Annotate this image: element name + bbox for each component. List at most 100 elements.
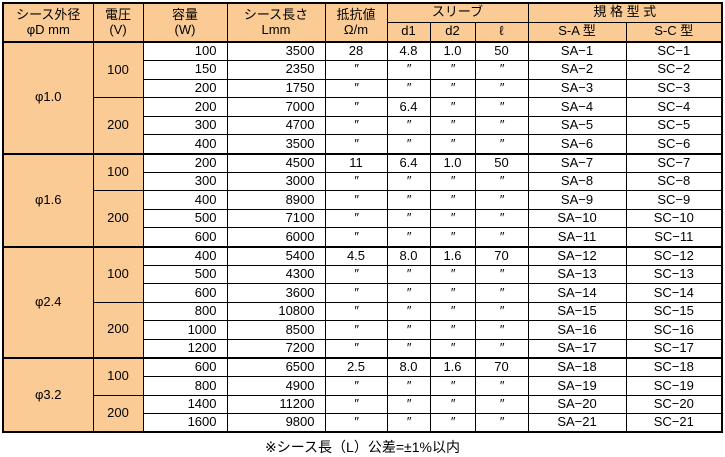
sleeve-d1-cell: ″ — [386, 301, 431, 322]
table-row: φ1.0 100 100 3500 28 4.8 1.0 50 SA−1 SC−1 — [2, 41, 723, 155]
sa-model-cell: SA−1 — [527, 41, 627, 62]
col-header-capacity: 容量 (W) — [142, 2, 228, 43]
sa-model-cell: SA−4 — [527, 97, 627, 117]
capacity-cell: 400 — [142, 190, 228, 210]
col-header-sc-type: S-C 型 — [625, 21, 723, 43]
sheath-od-cell: φ3.2 — [2, 357, 94, 433]
capacity-cell: 500 — [142, 208, 228, 229]
sc-model-cell: SC−15 — [625, 301, 723, 322]
voltage-cell: 200 — [92, 97, 144, 155]
voltage-cell: 100 — [92, 357, 144, 396]
sleeve-d1-cell: 8.0 — [386, 357, 431, 378]
length-cell: 6000 — [226, 227, 326, 248]
sa-model-cell: SA−5 — [527, 115, 627, 136]
sc-model-cell: SC−1 — [625, 41, 723, 62]
sleeve-l-cell: ″ — [474, 171, 529, 192]
resistance-cell: ″ — [324, 60, 388, 80]
resistance-cell: ″ — [324, 394, 388, 415]
length-cell: 3500 — [226, 134, 326, 155]
col-header-voltage-unit: (V) — [109, 21, 127, 37]
capacity-cell: 150 — [142, 60, 228, 80]
heater-spec-table: シース外径 φD mm 電圧 (V) 容量 (W) シース長さ Lmm 抵抗値 — [2, 2, 724, 434]
resistance-cell: ″ — [324, 301, 388, 322]
sleeve-d1-cell: 6.4 — [386, 97, 431, 117]
col-header-capacity-unit: (W) — [174, 21, 196, 37]
resistance-cell: ″ — [324, 78, 388, 99]
sleeve-d1-cell: ″ — [386, 190, 431, 210]
voltage-cell: 100 — [92, 245, 144, 303]
sleeve-l-cell: ″ — [474, 208, 529, 229]
sleeve-d2-cell: 1.6 — [429, 245, 476, 266]
sheath-length-tolerance-note: ※シース長（L）公差=±1%以内 — [265, 439, 460, 456]
table-header: シース外径 φD mm 電圧 (V) 容量 (W) シース長さ Lmm 抵抗値 — [2, 2, 723, 43]
sa-model-cell: SA−12 — [527, 245, 627, 266]
sleeve-d2-cell: ″ — [429, 376, 476, 396]
sa-model-cell: SA−15 — [527, 301, 627, 322]
sleeve-l-cell: 50 — [474, 41, 529, 62]
capacity-cell: 100 — [142, 41, 228, 62]
col-header-sheath-length-unit: Lmm — [261, 21, 291, 37]
sleeve-l-cell: ″ — [474, 227, 529, 248]
capacity-cell: 600 — [142, 283, 228, 303]
resistance-cell: ″ — [324, 190, 388, 210]
resistance-cell: ″ — [324, 115, 388, 136]
sc-model-cell: SC−10 — [625, 208, 723, 229]
table-row: 400 3500 ″ ″ ″ ″ SA−6 SC−6 — [3, 134, 723, 155]
table-row: φ3.2 100 600 6500 2.5 8.0 1.6 70 SA−18 SC−18 — [2, 357, 723, 433]
sleeve-d2-cell: ″ — [429, 320, 476, 340]
sleeve-d2-cell: ″ — [429, 190, 476, 210]
sleeve-l-cell: ″ — [474, 339, 529, 359]
capacity-cell: 200 — [142, 78, 228, 99]
sleeve-d2-cell: ″ — [429, 413, 476, 433]
sleeve-d2-cell: 1.6 — [429, 357, 476, 378]
sheath-od-cell: φ1.6 — [2, 152, 94, 248]
sc-model-cell: SC−19 — [625, 376, 723, 396]
col-header-sa-type: S-A 型 — [527, 21, 627, 43]
sc-model-cell: SC−12 — [625, 245, 723, 266]
sc-model-cell: SC−13 — [625, 264, 723, 285]
sleeve-l-cell: ″ — [474, 115, 529, 136]
sleeve-l-cell: ″ — [474, 413, 529, 433]
length-cell: 10800 — [226, 301, 326, 322]
sleeve-l-cell: 50 — [474, 152, 529, 173]
sc-model-cell: SC−8 — [625, 171, 723, 192]
resistance-cell: ″ — [324, 134, 388, 155]
col-header-voltage-title: 電圧 — [104, 6, 131, 22]
sleeve-d1-cell: ″ — [386, 60, 431, 80]
sa-model-cell: SA−2 — [527, 60, 627, 80]
resistance-cell: 28 — [324, 41, 388, 62]
table-row: φ2.4 100 400 5400 4.5 8.0 1.6 70 SA−12 SC−12 — [2, 245, 723, 359]
capacity-cell: 600 — [142, 357, 228, 378]
length-cell: 6500 — [226, 357, 326, 378]
col-header-resistance-title: 抵抗値 — [336, 6, 376, 22]
sleeve-l-cell: 70 — [474, 245, 529, 266]
resistance-cell: ″ — [324, 171, 388, 192]
length-cell: 7000 — [226, 97, 326, 117]
capacity-cell: 1400 — [142, 394, 228, 415]
sleeve-d2-cell: ″ — [429, 394, 476, 415]
sa-model-cell: SA−19 — [527, 376, 627, 396]
resistance-cell: ″ — [324, 413, 388, 433]
sleeve-l-cell: ″ — [474, 264, 529, 285]
capacity-cell: 1000 — [142, 320, 228, 340]
capacity-cell: 1200 — [142, 339, 228, 359]
table-row: 500 7100 ″ ″ ″ ″ SA−10 SC−10 — [3, 208, 723, 229]
sa-model-cell: SA−9 — [527, 190, 627, 210]
sleeve-l-cell: ″ — [474, 97, 529, 117]
length-cell: 7100 — [226, 208, 326, 229]
resistance-cell: ″ — [324, 339, 388, 359]
col-header-capacity-title: 容量 — [171, 6, 198, 22]
table-row: 150 2350 ″ ″ ″ ″ SA−2 SC−2 — [3, 60, 723, 80]
sleeve-l-cell: ″ — [474, 320, 529, 340]
header-row-2: d1 d2 ℓ S-A 型 S-C 型 — [3, 21, 723, 43]
table-row: 300 3000 ″ ″ ″ ″ SA−8 SC−8 — [3, 171, 723, 192]
sc-model-cell: SC−9 — [625, 190, 723, 210]
col-header-resistance: 抵抗値 Ω/m — [324, 2, 388, 43]
sleeve-d1-cell: ″ — [386, 320, 431, 340]
sleeve-l-cell: ″ — [474, 78, 529, 99]
sleeve-d2-cell: ″ — [429, 171, 476, 192]
sleeve-d2-cell: ″ — [429, 115, 476, 136]
col-header-voltage: 電圧 (V) — [92, 2, 144, 43]
length-cell: 4700 — [226, 115, 326, 136]
resistance-cell: ″ — [324, 264, 388, 285]
